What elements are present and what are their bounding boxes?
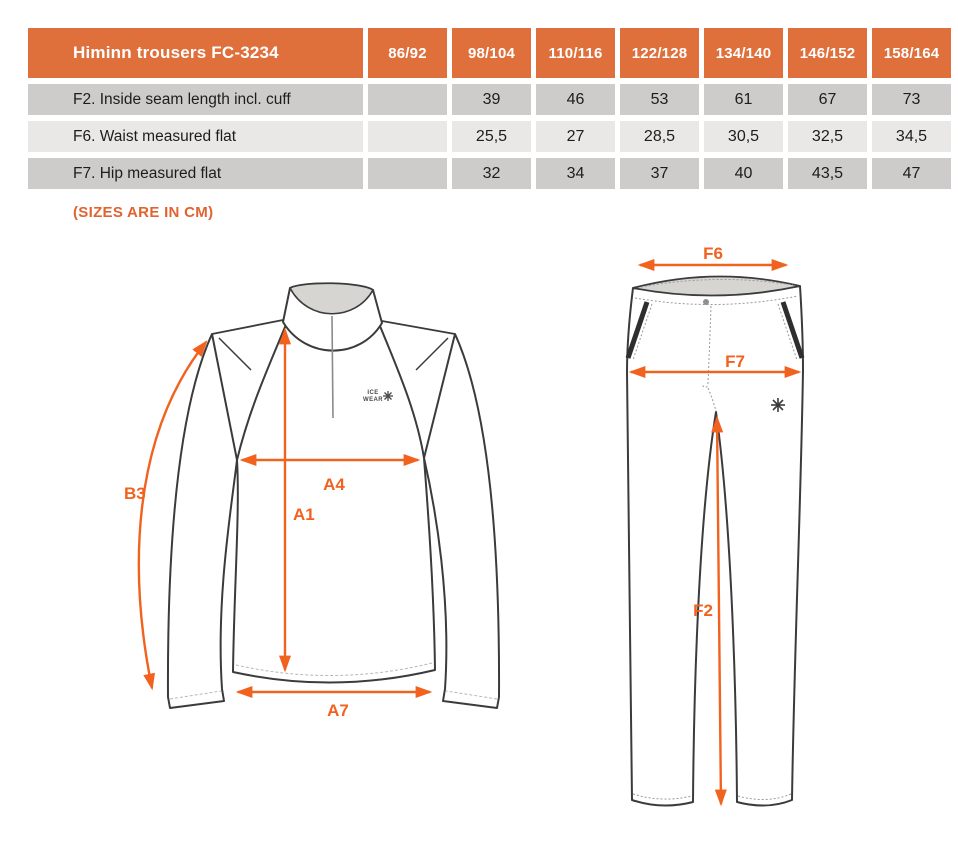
units-note: (SIZES ARE IN CM) (73, 204, 214, 221)
f2-arrow (711, 415, 727, 807)
logo-line-2: WEAR (363, 397, 383, 403)
f6-label: F6 (703, 244, 723, 263)
left-pocket-stitch (632, 303, 653, 361)
a4-label: A4 (323, 475, 345, 494)
cell-f6-122-128: 28,5 (620, 121, 699, 152)
size-column-header-0: 86/92 (368, 28, 447, 78)
size-column-header-5: 146/152 (788, 28, 867, 78)
cell-f7-110-116: 34 (536, 158, 615, 189)
zipper-line (331, 315, 334, 419)
cell-f7-134-140: 40 (704, 158, 783, 189)
snowflake-icon (771, 398, 785, 412)
right-yoke-seam (415, 337, 449, 371)
sweater-body (232, 325, 436, 684)
sweater-diagram: ICE WEAR B3 A1 A4 A7 (124, 282, 501, 720)
waist-button (703, 299, 709, 305)
size-table: Himinn trousers FC-3234 86/92 98/104 110… (28, 28, 951, 189)
left-pocket (625, 301, 650, 359)
row-label-f2: F2. Inside seam length incl. cuff (28, 84, 363, 115)
cell-f6-158-164: 34,5 (872, 121, 951, 152)
cell-f2-86-92 (368, 84, 447, 115)
cell-f6-146-152: 32,5 (788, 121, 867, 152)
size-column-header-3: 122/128 (620, 28, 699, 78)
cell-f6-134-140: 30,5 (704, 121, 783, 152)
fly-stitch (700, 305, 712, 388)
left-shoulder-seam (211, 319, 284, 335)
cell-f6-110-116: 27 (536, 121, 615, 152)
right-hem-stitch (737, 793, 792, 800)
row-label-f6: F6. Waist measured flat (28, 121, 363, 152)
a1-label: A1 (293, 505, 315, 524)
waist-opening-stitch (640, 278, 794, 288)
sweater-right-sleeve (423, 333, 501, 709)
f7-label: F7 (725, 352, 745, 371)
cell-f2-122-128: 53 (620, 84, 699, 115)
right-cuff-stitch (445, 690, 498, 700)
logo-line-1: ICE (367, 390, 378, 396)
cell-f2-134-140: 61 (704, 84, 783, 115)
row-label-f7: F7. Hip measured flat (28, 158, 363, 189)
left-hem-stitch (632, 793, 693, 800)
icewear-logo: ICE WEAR (363, 390, 393, 403)
cell-f2-146-152: 67 (788, 84, 867, 115)
front-rise-stitch (707, 387, 717, 412)
right-shoulder-seam (381, 320, 456, 335)
b3-arrow (137, 340, 208, 691)
snowflake-icon (383, 391, 393, 401)
trousers-diagram: F6 F7 F2 (625, 244, 805, 807)
product-title: Himinn trousers FC-3234 (73, 43, 279, 62)
a7-label: A7 (327, 701, 349, 720)
f2-label: F2 (693, 601, 713, 620)
cell-f7-98-104: 32 (452, 158, 531, 189)
waistband-stitch (634, 295, 799, 306)
b3-label: B3 (124, 484, 146, 503)
cell-f2-158-164: 73 (872, 84, 951, 115)
right-pocket (780, 301, 805, 359)
sweater-left-sleeve (166, 333, 238, 709)
size-column-header-2: 110/116 (536, 28, 615, 78)
product-title-cell: Himinn trousers FC-3234 (28, 28, 363, 78)
cell-f7-86-92 (368, 158, 447, 189)
cell-f7-122-128: 37 (620, 158, 699, 189)
collar-inner (288, 282, 375, 315)
trousers-outline (626, 285, 804, 807)
cell-f7-146-152: 43,5 (788, 158, 867, 189)
size-column-header-1: 98/104 (452, 28, 531, 78)
cell-f6-86-92 (368, 121, 447, 152)
left-cuff-stitch (169, 690, 222, 700)
right-pocket-stitch (777, 303, 798, 361)
cell-f6-98-104: 25,5 (452, 121, 531, 152)
cell-f2-110-116: 46 (536, 84, 615, 115)
size-column-header-4: 134/140 (704, 28, 783, 78)
cell-f7-158-164: 47 (872, 158, 951, 189)
left-yoke-seam (218, 337, 252, 371)
size-column-header-6: 158/164 (872, 28, 951, 78)
cell-f2-98-104: 39 (452, 84, 531, 115)
